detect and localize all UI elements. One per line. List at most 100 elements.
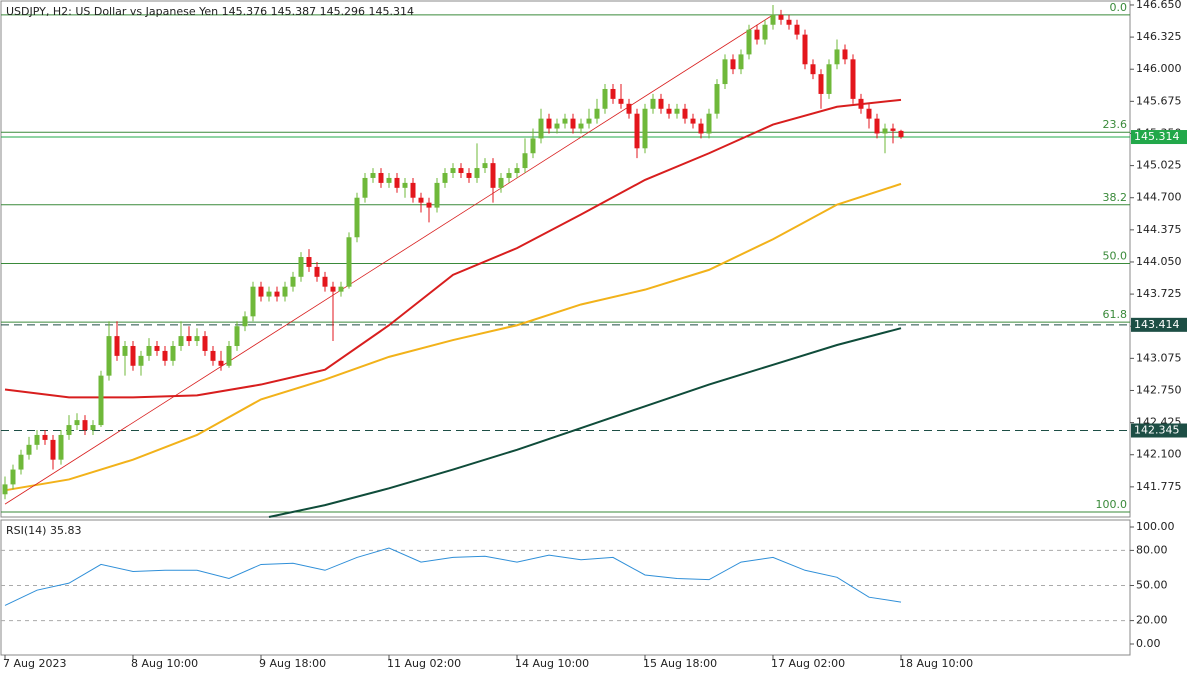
candle-body <box>498 177 504 188</box>
moving-average <box>4 98 902 399</box>
candle-body <box>802 34 808 65</box>
candle-body <box>506 173 512 178</box>
price-box <box>1131 317 1187 332</box>
moving-average <box>4 182 902 492</box>
y-tick-label: 143.075 <box>1136 351 1182 364</box>
candle-body <box>682 108 688 119</box>
main-panel-frame <box>0 0 1131 518</box>
candle-body <box>458 168 464 174</box>
candle-body <box>730 59 736 70</box>
candle-body <box>130 345 136 366</box>
rsi-title: RSI(14) 35.83 <box>6 524 81 537</box>
moving-average <box>268 327 902 518</box>
candle-body <box>850 59 856 99</box>
candle-body <box>258 286 264 297</box>
candle-body <box>178 336 184 346</box>
candle-body <box>610 88 616 99</box>
candle-body <box>594 108 600 119</box>
candle-body <box>210 350 216 361</box>
candle-body <box>226 345 232 366</box>
y-tick-label: 146.650 <box>1136 0 1182 11</box>
x-tick-label: 17 Aug 02:00 <box>771 657 845 670</box>
candle-body <box>522 153 528 169</box>
candle-body <box>538 118 544 139</box>
candle-body <box>418 197 424 203</box>
candle-body <box>146 345 152 356</box>
candle-body <box>466 173 472 178</box>
candle-body <box>602 88 608 109</box>
candle-body <box>90 425 96 431</box>
candle-body <box>562 118 568 124</box>
candle-body <box>2 484 8 495</box>
candle-body <box>578 123 584 129</box>
candle-body <box>282 286 288 297</box>
candle-body <box>274 291 280 297</box>
candle-body <box>698 123 704 134</box>
candle-body <box>370 173 376 178</box>
candle-body <box>138 355 144 366</box>
candle-body <box>786 19 792 25</box>
candle-body <box>82 420 88 431</box>
candle-body <box>306 257 312 267</box>
rsi-tick-label: 20.00 <box>1136 614 1168 627</box>
candle-body <box>762 24 768 40</box>
candle-body <box>106 336 112 376</box>
candle-body <box>778 14 784 20</box>
candle-body <box>746 29 752 55</box>
candle-body <box>674 108 680 114</box>
candle-body <box>66 425 72 435</box>
candle-body <box>818 74 824 94</box>
price-box <box>1131 130 1187 145</box>
candle-body <box>322 276 328 287</box>
candle-body <box>586 118 592 124</box>
candle-body <box>162 350 168 361</box>
candle-body <box>514 168 520 174</box>
candle-body <box>658 98 664 109</box>
candle-body <box>898 130 904 138</box>
price-box-label: 142.345 <box>1134 424 1180 437</box>
candle-body <box>858 98 864 109</box>
y-tick-label: 141.775 <box>1136 480 1182 493</box>
candle-body <box>42 434 48 440</box>
y-tick-label: 145.675 <box>1136 94 1182 107</box>
chart-title: USDJPY, H2: US Dollar vs Japanese Yen 14… <box>6 5 414 18</box>
candle-body <box>442 173 448 183</box>
candle-body <box>386 177 392 183</box>
candle-body <box>642 108 648 149</box>
candle-body <box>794 24 800 35</box>
candle-body <box>810 64 816 75</box>
candle-body <box>426 202 432 208</box>
candle-body <box>722 59 728 85</box>
rsi-tick-label: 0.00 <box>1136 637 1161 650</box>
candle-body <box>18 454 24 470</box>
candle-body <box>346 237 352 287</box>
candle-body <box>450 168 456 174</box>
candle-body <box>98 375 104 426</box>
candle-body <box>202 336 208 351</box>
candle-body <box>690 118 696 124</box>
candle-body <box>666 108 672 114</box>
candle-body <box>554 123 560 129</box>
candle-body <box>738 54 744 70</box>
x-tick-label: 8 Aug 10:00 <box>131 657 198 670</box>
candle-body <box>266 291 272 297</box>
y-tick-label: 146.325 <box>1136 30 1182 43</box>
candle-body <box>26 444 32 455</box>
candle-body <box>58 434 64 460</box>
candle-body <box>234 326 240 346</box>
candle-body <box>634 113 640 149</box>
price-box-label: 145.314 <box>1134 130 1180 143</box>
candle-body <box>866 108 872 119</box>
candle-body <box>298 257 304 277</box>
x-tick-label: 9 Aug 18:00 <box>259 657 326 670</box>
candle-body <box>650 98 656 109</box>
candle-body <box>330 286 336 292</box>
candle-body <box>394 177 400 188</box>
rsi-tick-label: 80.00 <box>1136 543 1168 556</box>
candle-body <box>754 29 760 40</box>
candle-body <box>354 197 360 238</box>
fib-label: 100.0 <box>1096 498 1128 511</box>
